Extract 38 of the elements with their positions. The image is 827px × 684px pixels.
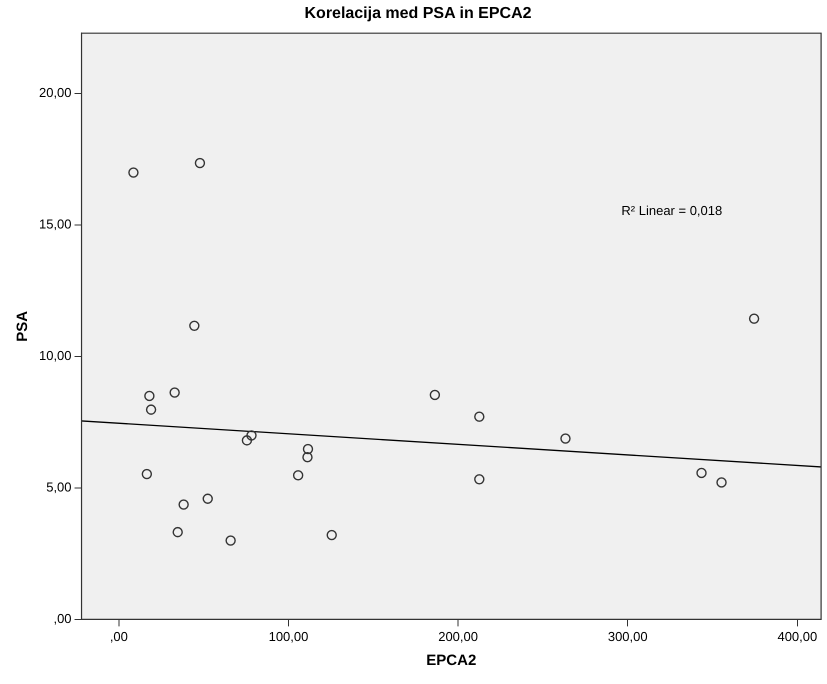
- point: [716, 477, 727, 488]
- point: [142, 468, 152, 480]
- point: [696, 468, 707, 478]
- y-tick-label: 20,00: [38, 85, 72, 100]
- chart-title: Korelacija med PSA in EPCA2: [304, 5, 532, 22]
- point: [292, 470, 304, 481]
- point: [128, 167, 139, 178]
- point: [194, 158, 206, 168]
- point: [202, 494, 213, 504]
- point: [560, 433, 571, 444]
- point: [242, 435, 252, 446]
- point: [302, 452, 313, 462]
- x-tick-label: ,00: [110, 628, 128, 644]
- point: [225, 535, 236, 546]
- point: [178, 499, 189, 510]
- y-tick-label: 15,00: [38, 216, 72, 232]
- annotation: R² Linear = 0,018: [621, 202, 722, 218]
- y-axis-title: PSA: [14, 310, 32, 342]
- point: [302, 444, 314, 454]
- point: [169, 387, 180, 398]
- point: [146, 404, 156, 415]
- x-tick-label: 200,00: [438, 628, 478, 644]
- point: [326, 530, 337, 540]
- point: [172, 526, 183, 538]
- x-tick-label: 400,00: [777, 628, 818, 644]
- point: [474, 474, 485, 484]
- point: [474, 412, 485, 422]
- x-tick-label: 100,00: [268, 628, 308, 644]
- y-tick-label: 5,00: [46, 480, 72, 495]
- point: [430, 390, 440, 400]
- x-tick-label: 300,00: [608, 628, 648, 644]
- y-tick-label: ,00: [53, 610, 72, 626]
- point: [189, 320, 200, 331]
- point: [144, 390, 155, 402]
- point: [246, 430, 257, 441]
- x-axis-title: EPCA2: [426, 652, 476, 670]
- point: [748, 313, 760, 324]
- y-tick-label: 10,00: [38, 348, 72, 364]
